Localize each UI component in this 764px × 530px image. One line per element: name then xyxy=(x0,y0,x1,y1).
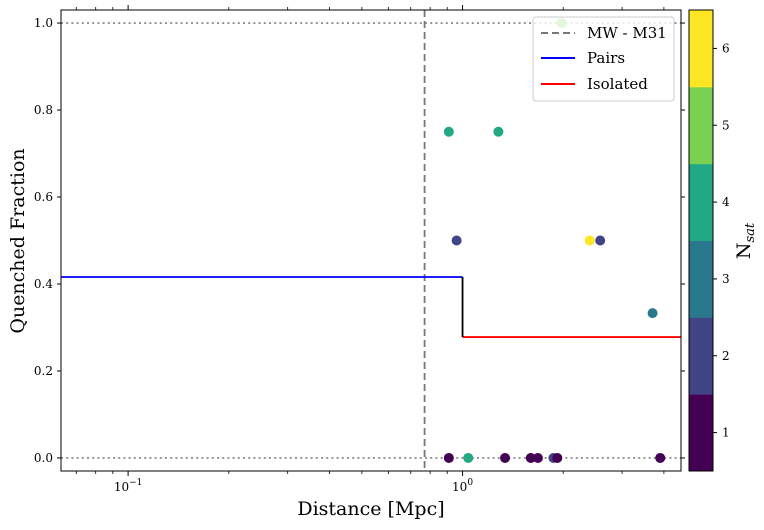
y-tick-label: 0.0 xyxy=(34,451,53,465)
colorbar-title-main: N xyxy=(733,243,755,260)
colorbar-tick-label: 1 xyxy=(722,426,730,440)
x-tick-label-base: 10 xyxy=(452,480,467,494)
colorbar-tick-label: 5 xyxy=(722,118,730,132)
x-tick-label: 100 xyxy=(452,478,473,494)
legend-frame xyxy=(532,16,675,102)
legend: MW - M31 Pairs Isolated xyxy=(532,16,675,102)
x-axis-title: Distance [Mpc] xyxy=(297,498,444,520)
colorbar-segment xyxy=(689,240,713,318)
x-tick-label-exponent: 0 xyxy=(467,478,473,488)
scatter-point xyxy=(493,126,504,137)
colorbar: 1 2 3 4 5 6 xyxy=(688,9,730,472)
colorbar-tick-label: 6 xyxy=(722,41,730,55)
colorbar-tick-label: 2 xyxy=(722,349,730,363)
x-tick-label-exponent: −1 xyxy=(129,478,142,488)
scatter-point xyxy=(532,452,543,463)
scatter-point xyxy=(463,452,474,463)
y-axis-title: Quenched Fraction xyxy=(7,148,29,333)
scatter-point xyxy=(443,452,454,463)
x-tick-label: 10−1 xyxy=(114,478,143,494)
colorbar-segment xyxy=(689,10,713,88)
axes-frame xyxy=(60,9,682,472)
y-tick-label: 0.8 xyxy=(34,103,53,117)
colorbar-segment xyxy=(689,394,713,472)
y-tick-label: 0.6 xyxy=(34,190,53,204)
scatter-point xyxy=(443,126,454,137)
colorbar-segment xyxy=(689,317,713,395)
colorbar-tick-label: 3 xyxy=(722,272,730,286)
x-tick-label-base: 10 xyxy=(114,480,129,494)
y-tick-label: 0.4 xyxy=(34,277,53,291)
legend-label-isolated: Isolated xyxy=(587,75,648,93)
scatter-point xyxy=(584,235,595,246)
colorbar-tick-label: 4 xyxy=(722,195,730,209)
colorbar-segment xyxy=(689,86,713,165)
legend-label-mw-m31: MW - M31 xyxy=(587,24,667,42)
colorbar-title-sub: sat xyxy=(743,222,758,242)
scatter-point xyxy=(647,308,658,319)
scatter-point xyxy=(552,452,563,463)
scatter-point xyxy=(595,235,606,246)
scatter-point xyxy=(500,452,511,463)
y-tick-label: 0.2 xyxy=(34,364,53,378)
colorbar-title: Nsat xyxy=(733,222,758,259)
colorbar-frame xyxy=(688,9,714,472)
legend-label-pairs: Pairs xyxy=(587,49,625,67)
scatter-point xyxy=(525,452,536,463)
colorbar-segment xyxy=(689,163,713,241)
scatter-point xyxy=(451,235,462,246)
scatter-point xyxy=(655,452,666,463)
y-tick-label: 1.0 xyxy=(34,16,53,30)
